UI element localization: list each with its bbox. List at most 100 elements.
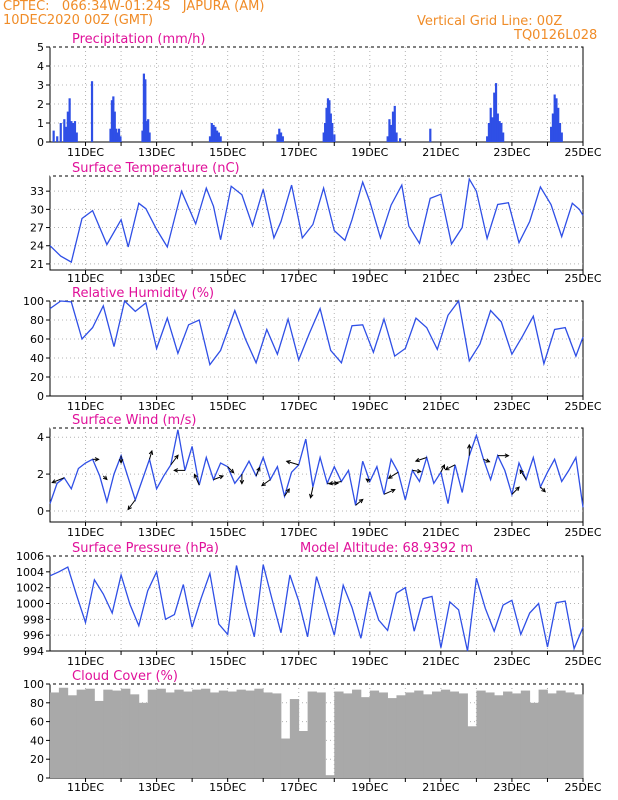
cloud-bar (156, 688, 166, 778)
cloud-bar (245, 690, 255, 778)
precip-bar (555, 98, 558, 142)
cloud-bar (94, 700, 104, 778)
y-tick-label: 21 (30, 258, 44, 271)
wind-vector (310, 486, 314, 498)
wind-vector-head (148, 449, 154, 455)
cloud-bar (58, 687, 69, 778)
x-tick-label: 21DEC (422, 655, 459, 668)
cloud-bar (218, 690, 229, 778)
cloud-bar (343, 693, 353, 778)
wind-vector-head (118, 459, 124, 464)
cloud-bar (174, 689, 184, 778)
wind-vector-head (174, 454, 179, 460)
x-tick-label: 23DEC (493, 146, 530, 159)
wind-vector-head (239, 479, 245, 485)
wind-vector-head (504, 453, 510, 458)
wind-vector (445, 464, 456, 471)
wind-vector (227, 466, 235, 474)
wind-vector-head (440, 464, 445, 470)
x-tick-label: 25DEC (564, 400, 601, 413)
precip-bar (491, 117, 494, 142)
wind-vector (127, 499, 136, 510)
cloud-title: Cloud Cover (%) (72, 669, 178, 684)
precip-bar (115, 128, 118, 142)
precip-bar (386, 136, 389, 142)
cloud-bar (112, 690, 122, 778)
precip-bar (486, 136, 489, 142)
precip-bar (119, 136, 122, 142)
wind-vector-head (358, 498, 364, 504)
x-tick-label: 21DEC (422, 526, 459, 539)
x-tick-label: 15DEC (209, 272, 246, 285)
cloud-bar (165, 692, 175, 778)
wind-vector (149, 450, 153, 460)
precip-bar (68, 98, 71, 142)
wind-vector (213, 475, 224, 481)
cloud-bar (396, 695, 406, 778)
x-tick-label: 17DEC (280, 526, 317, 539)
precip-bar (329, 113, 332, 142)
x-tick-label: 19DEC (351, 526, 388, 539)
precip-bar (64, 126, 68, 142)
precip-bar (399, 138, 402, 142)
y-tick-label: 100 (23, 678, 44, 691)
cloud-bar (227, 691, 237, 778)
y-tick-label: 100 (23, 295, 44, 308)
wind-vector (388, 471, 399, 479)
cloud-bar (147, 689, 157, 778)
wind-vector-head (285, 488, 290, 494)
y-tick-label: 33 (30, 185, 44, 198)
wind-vector-head (256, 466, 261, 472)
precip-bar (388, 119, 391, 142)
x-tick-label: 11DEC (67, 655, 104, 668)
cloud-bar (352, 689, 362, 778)
precip-bar (70, 121, 73, 142)
precip-bar (553, 94, 556, 142)
y-tick-label: 4 (37, 60, 44, 73)
y-tick-label: 994 (23, 645, 44, 658)
y-tick-label: 1004 (16, 566, 44, 579)
cloud-bar (201, 688, 211, 778)
cloud-bar (449, 691, 460, 778)
cloud-bar (334, 691, 344, 778)
x-tick-label: 17DEC (280, 655, 317, 668)
precip-bar (116, 132, 119, 142)
y-tick-label: 4 (37, 431, 44, 444)
precip-bar (112, 96, 115, 142)
y-tick-label: 996 (23, 629, 44, 642)
cloud-bar (236, 689, 246, 778)
cloud-bar (192, 689, 202, 778)
precip-bar (281, 136, 284, 142)
cloud-bar (511, 693, 522, 778)
cloud-bar (209, 692, 220, 778)
precip-bar (147, 119, 150, 142)
precip-bar (73, 121, 77, 142)
x-tick-label: 15DEC (209, 655, 246, 668)
precip-bar (212, 124, 215, 142)
wind-title: Surface Wind (m/s) (72, 413, 196, 428)
x-tick-label: 17DEC (280, 272, 317, 285)
wind-vector (355, 499, 364, 506)
rh-title: Relative Humidity (%) (72, 286, 214, 301)
precip-bar (502, 132, 505, 142)
x-tick-label: 25DEC (564, 526, 601, 539)
wind-vector-head (309, 493, 314, 499)
x-tick-label: 25DEC (564, 655, 601, 668)
wind-vector-head (102, 475, 108, 481)
cloud-bar (316, 692, 326, 778)
precip-bar (113, 111, 116, 142)
wind-vector (170, 454, 179, 466)
wind-vector (329, 480, 342, 485)
cloud-bar (387, 698, 397, 778)
x-tick-label: 25DEC (564, 781, 601, 794)
y-tick-label: 0 (37, 390, 44, 403)
cloud-bar (503, 691, 513, 778)
cloud-bar (476, 690, 486, 778)
cloud-bar (76, 689, 86, 778)
precip-bar (333, 134, 336, 142)
wind-vector-head (94, 457, 100, 462)
cloud-bar (325, 775, 335, 778)
y-tick-label: 30 (30, 203, 44, 216)
x-tick-label: 13DEC (138, 146, 175, 159)
